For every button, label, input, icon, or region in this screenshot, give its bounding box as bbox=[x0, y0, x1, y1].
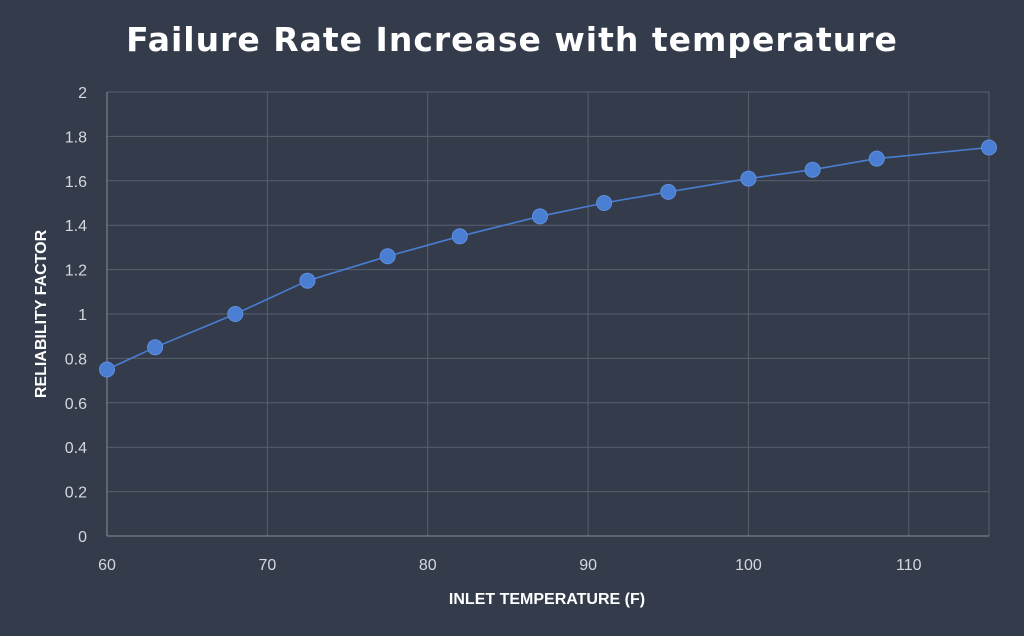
x-tick-label: 100 bbox=[735, 557, 762, 574]
data-point bbox=[804, 161, 821, 178]
axes bbox=[106, 92, 989, 537]
x-tick-label: 60 bbox=[98, 557, 116, 574]
series bbox=[99, 139, 997, 378]
data-point bbox=[227, 306, 244, 322]
y-tick-label: 0.8 bbox=[65, 351, 87, 368]
y-tick-label: 1.4 bbox=[65, 218, 87, 235]
data-point bbox=[299, 272, 316, 289]
data-point bbox=[660, 183, 677, 200]
y-tick-label: 0.6 bbox=[65, 396, 87, 413]
data-point bbox=[531, 208, 548, 225]
x-tick-label: 90 bbox=[579, 557, 597, 574]
y-tick-label: 2 bbox=[78, 85, 87, 102]
y-tick-label: 0.4 bbox=[65, 440, 87, 457]
y-tick-label: 1 bbox=[78, 307, 87, 324]
y-tick-label: 1.8 bbox=[65, 129, 87, 146]
data-point bbox=[868, 150, 885, 167]
data-point bbox=[379, 248, 396, 265]
x-tick-label: 110 bbox=[896, 557, 922, 574]
y-axis-label: RELIABILITY FACTOR bbox=[33, 229, 50, 398]
data-point bbox=[147, 339, 164, 356]
y-tick-label: 0 bbox=[78, 529, 87, 546]
y-tick-label: 1.6 bbox=[65, 174, 87, 191]
y-tick-label: 1.2 bbox=[65, 263, 87, 280]
data-point bbox=[596, 195, 613, 211]
x-tick-label: 80 bbox=[419, 557, 437, 574]
x-tick-label: 70 bbox=[258, 557, 276, 574]
chart-title: Failure Rate Increase with temperature bbox=[126, 20, 898, 59]
data-point bbox=[451, 228, 468, 245]
data-point bbox=[981, 139, 997, 156]
tick-labels: 0 0.2 0.4 0.6 0.8 1 1.2 1.4 1.6 1.8 2 60 70 80 90 100 11… bbox=[65, 85, 922, 574]
data-point bbox=[740, 170, 757, 187]
x-axis-label: INLET TEMPERATURE (F) bbox=[449, 591, 645, 608]
y-tick-label: 0.2 bbox=[65, 485, 87, 502]
data-point bbox=[99, 361, 115, 378]
